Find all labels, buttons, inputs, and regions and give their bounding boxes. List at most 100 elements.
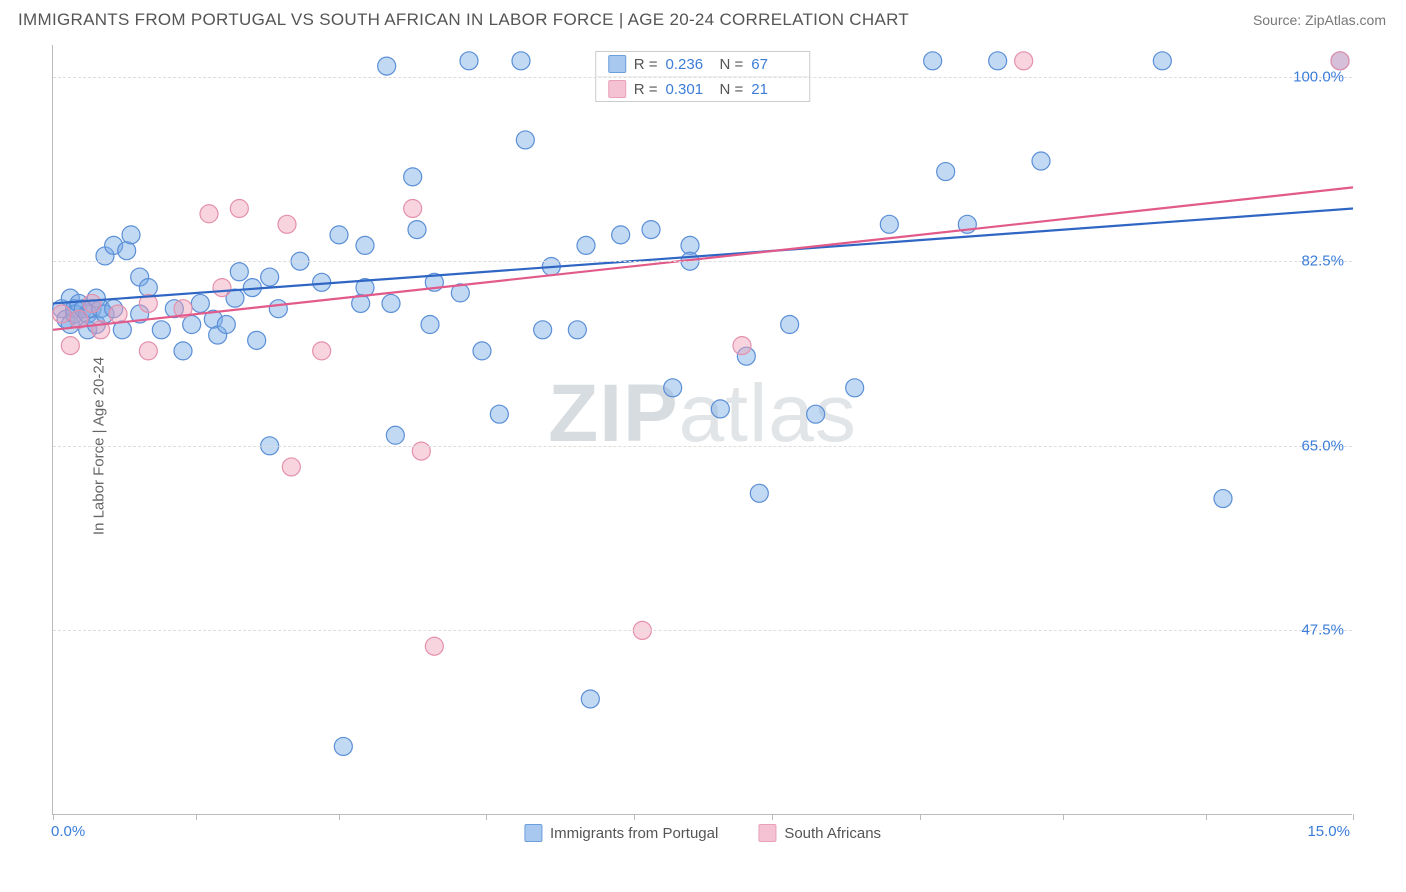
data-point <box>516 131 534 149</box>
legend-swatch-1 <box>758 824 776 842</box>
data-point <box>512 52 530 70</box>
ytick-label: 100.0% <box>1293 68 1344 85</box>
trend-line <box>53 208 1353 303</box>
data-point <box>711 400 729 418</box>
data-point <box>230 263 248 281</box>
data-point <box>356 236 374 254</box>
data-point <box>330 226 348 244</box>
data-point <box>1214 490 1232 508</box>
data-point <box>425 637 443 655</box>
data-point <box>213 279 231 297</box>
xtick <box>1206 814 1207 820</box>
legend-item-0: Immigrants from Portugal <box>524 824 718 842</box>
source-name: ZipAtlas.com <box>1305 12 1386 28</box>
r-label-1: R = <box>634 81 658 98</box>
data-point <box>109 305 127 323</box>
ytick-label: 47.5% <box>1301 622 1344 639</box>
xtick <box>634 814 635 820</box>
gridline-h <box>53 446 1352 447</box>
data-point <box>404 168 422 186</box>
data-point <box>846 379 864 397</box>
data-point <box>282 458 300 476</box>
data-point <box>404 199 422 217</box>
xtick <box>772 814 773 820</box>
data-point <box>664 379 682 397</box>
data-point <box>581 690 599 708</box>
data-point <box>577 236 595 254</box>
data-point <box>152 321 170 339</box>
data-point <box>230 199 248 217</box>
correlation-row-1: R = 0.301 N = 21 <box>596 76 810 101</box>
data-point <box>248 331 266 349</box>
data-point <box>568 321 586 339</box>
data-point <box>421 316 439 334</box>
xtick <box>339 814 340 820</box>
xtick <box>486 814 487 820</box>
data-point <box>118 242 136 260</box>
data-point <box>53 305 71 323</box>
n-value-1: 21 <box>751 81 797 98</box>
source-prefix: Source: <box>1253 12 1305 28</box>
chart-title: IMMIGRANTS FROM PORTUGAL VS SOUTH AFRICA… <box>18 10 909 30</box>
legend-label-1: South Africans <box>784 825 881 842</box>
data-point <box>278 215 296 233</box>
r-label-0: R = <box>634 56 658 73</box>
data-point <box>200 205 218 223</box>
xtick <box>1063 814 1064 820</box>
xtick-label-first: 0.0% <box>51 823 85 840</box>
data-point <box>382 294 400 312</box>
data-point <box>183 316 201 334</box>
data-point <box>937 163 955 181</box>
data-point <box>534 321 552 339</box>
scatter-plot <box>53 45 1352 814</box>
swatch-series-1 <box>608 80 626 98</box>
data-point <box>269 300 287 318</box>
legend-label-0: Immigrants from Portugal <box>550 825 718 842</box>
xtick <box>196 814 197 820</box>
data-point <box>750 484 768 502</box>
xtick-label-last: 15.0% <box>1307 823 1350 840</box>
data-point <box>1015 52 1033 70</box>
xtick <box>920 814 921 820</box>
data-point <box>122 226 140 244</box>
data-point <box>386 426 404 444</box>
data-point <box>473 342 491 360</box>
xtick <box>1353 814 1354 820</box>
data-point <box>412 442 430 460</box>
data-point <box>191 294 209 312</box>
data-point <box>807 405 825 423</box>
n-value-0: 67 <box>751 56 797 73</box>
data-point <box>139 342 157 360</box>
data-point <box>460 52 478 70</box>
data-point <box>1331 52 1349 70</box>
swatch-series-0 <box>608 55 626 73</box>
data-point <box>733 337 751 355</box>
series-legend: Immigrants from Portugal South Africans <box>524 824 881 842</box>
gridline-h <box>53 630 1352 631</box>
data-point <box>378 57 396 75</box>
data-point <box>261 268 279 286</box>
ytick-label: 65.0% <box>1301 437 1344 454</box>
data-point <box>612 226 630 244</box>
data-point <box>1032 152 1050 170</box>
data-point <box>880 215 898 233</box>
xtick <box>53 814 54 820</box>
header: IMMIGRANTS FROM PORTUGAL VS SOUTH AFRICA… <box>0 0 1406 36</box>
data-point <box>1153 52 1171 70</box>
source-label: Source: ZipAtlas.com <box>1253 12 1386 28</box>
data-point <box>924 52 942 70</box>
legend-swatch-0 <box>524 824 542 842</box>
correlation-row-0: R = 0.236 N = 67 <box>596 52 810 76</box>
data-point <box>642 221 660 239</box>
gridline-h <box>53 261 1352 262</box>
data-point <box>781 316 799 334</box>
data-point <box>989 52 1007 70</box>
data-point <box>217 316 235 334</box>
legend-item-1: South Africans <box>758 824 881 842</box>
data-point <box>174 342 192 360</box>
data-point <box>83 294 101 312</box>
ytick-label: 82.5% <box>1301 253 1344 270</box>
gridline-h <box>53 77 1352 78</box>
n-label-1: N = <box>720 81 744 98</box>
n-label-0: N = <box>720 56 744 73</box>
